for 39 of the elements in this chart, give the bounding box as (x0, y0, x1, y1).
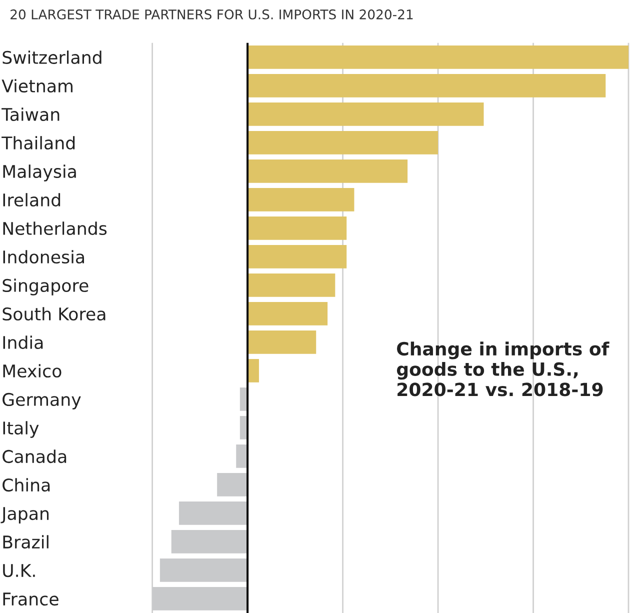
y-tick-label: Vietnam (2, 79, 72, 93)
bar (248, 102, 484, 126)
bar (160, 558, 248, 582)
bar (248, 302, 328, 326)
bar (248, 245, 347, 268)
bar (217, 473, 248, 496)
annotation: Change in imports of goods to the U.S., 2020-21 vs. 2018-19 (396, 342, 610, 396)
bar (248, 330, 316, 354)
y-tick-label: U.K. (3, 564, 35, 578)
bar (248, 45, 628, 69)
y-tick-label: Canada (2, 450, 66, 464)
y-tick-label: Thailand (2, 136, 75, 150)
bar (248, 216, 347, 240)
y-tick-label: Mexico (3, 364, 62, 378)
y-tick-label: Indonesia (3, 250, 84, 264)
y-tick-label: India (3, 336, 43, 350)
y-tick-label: Singapore (2, 278, 88, 296)
y-tick-label: Taiwan (2, 108, 60, 122)
y-tick-label: China (2, 478, 50, 492)
bar (236, 444, 248, 468)
bar (248, 74, 606, 98)
chart-subtitle: 20 LARGEST TRADE PARTNERS FOR U.S. IMPORTS IN 2020-21 (10, 9, 413, 20)
y-tick-label: Ireland (3, 193, 60, 207)
bar (178, 502, 248, 525)
bar (248, 188, 354, 212)
y-tick-label: Italy (3, 421, 39, 438)
bar (248, 274, 336, 297)
y-tick-label: Japan (0, 507, 49, 524)
y-tick-label: Netherlands (3, 222, 107, 236)
y-tick-label: Switzerland (2, 50, 102, 64)
y-tick-label: Brazil (3, 535, 48, 549)
y-tick-label: France (3, 592, 58, 606)
y-tick-label: Germany (2, 392, 81, 410)
bar (171, 530, 248, 554)
bar (248, 359, 259, 382)
y-tick-label: South Korea (2, 307, 106, 321)
bar (248, 130, 438, 154)
bar (248, 159, 408, 183)
y-tick-label: Malaysia (3, 164, 76, 182)
